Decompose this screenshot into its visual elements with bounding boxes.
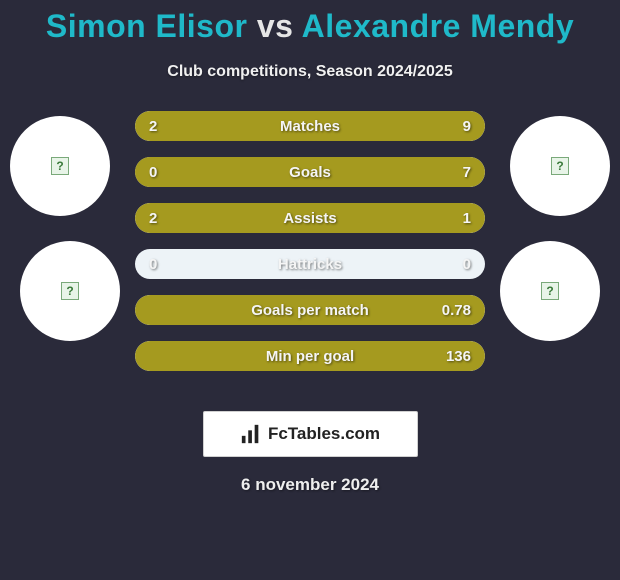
stat-value-right: 136 [446,341,471,371]
stat-label: Hattricks [135,249,485,279]
stat-row-goals: 0 Goals 7 [135,157,485,187]
stat-row-hattricks: 0 Hattricks 0 [135,249,485,279]
stat-label: Goals per match [135,295,485,325]
brand-text: FcTables.com [268,424,380,444]
stat-row-mpg: Min per goal 136 [135,341,485,371]
image-placeholder-icon: ? [541,282,559,300]
player1-name: Simon Elisor [46,8,248,44]
club1-avatar: ? [20,241,120,341]
image-placeholder-icon: ? [51,157,69,175]
image-placeholder-icon: ? [551,157,569,175]
stat-value-right: 0 [463,249,471,279]
stat-label: Min per goal [135,341,485,371]
subtitle: Club competitions, Season 2024/2025 [0,63,620,81]
comparison-arena: ? ? ? ? 2 Matches 9 0 Goals 7 2 Assists [0,111,620,401]
club2-avatar: ? [500,241,600,341]
stat-label: Assists [135,203,485,233]
page-title: Simon Elisor vs Alexandre Mendy [0,0,620,45]
image-placeholder-icon: ? [61,282,79,300]
stat-row-gpm: Goals per match 0.78 [135,295,485,325]
stat-bars: 2 Matches 9 0 Goals 7 2 Assists 1 0 Hatt… [135,111,485,387]
vs-label: vs [257,8,294,44]
stat-row-matches: 2 Matches 9 [135,111,485,141]
player2-avatar: ? [510,116,610,216]
stat-value-right: 1 [463,203,471,233]
stat-row-assists: 2 Assists 1 [135,203,485,233]
stat-label: Matches [135,111,485,141]
stat-value-right: 9 [463,111,471,141]
stat-value-right: 7 [463,157,471,187]
bar-chart-icon [240,423,262,445]
player2-name: Alexandre Mendy [302,8,574,44]
stat-label: Goals [135,157,485,187]
stat-value-right: 0.78 [442,295,471,325]
date-text: 6 november 2024 [0,475,620,495]
brand-badge[interactable]: FcTables.com [203,411,418,457]
player1-avatar: ? [10,116,110,216]
